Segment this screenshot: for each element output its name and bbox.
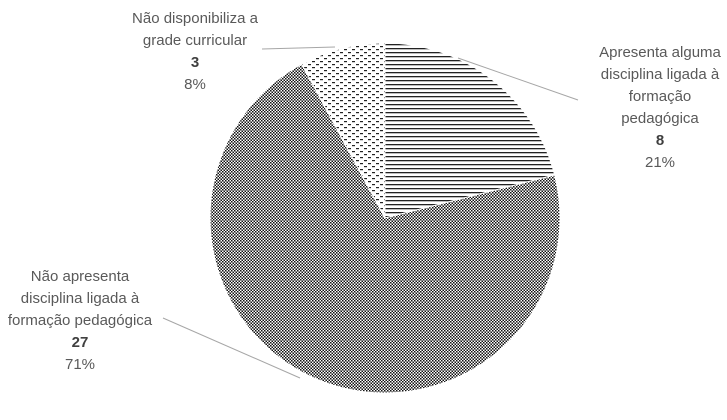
value-label: 3 <box>190 54 200 71</box>
slice-label: Não disponibiliza a grade curricular 3 8… <box>125 8 265 96</box>
category-label: Apresenta alguma disciplina ligada à for… <box>599 44 721 127</box>
percent-label: 71% <box>64 356 96 373</box>
slice-label: Apresenta alguma disciplina ligada à for… <box>590 42 727 174</box>
pie-slice <box>384 42 556 219</box>
percent-label: 8% <box>184 76 206 93</box>
pie-slice <box>301 42 386 219</box>
leader-line <box>162 317 301 379</box>
value-label: 8 <box>655 132 665 149</box>
category-label: Não disponibiliza a grade curricular <box>132 10 258 49</box>
pie-slice <box>209 63 561 394</box>
category-label: Não apresenta disciplina ligada à formaç… <box>7 268 153 329</box>
value-label: 27 <box>71 334 89 351</box>
percent-label: 21% <box>644 154 676 171</box>
leader-line <box>457 57 579 101</box>
slice-label: Não apresenta disciplina ligada à formaç… <box>0 266 160 376</box>
leader-line <box>261 46 336 50</box>
